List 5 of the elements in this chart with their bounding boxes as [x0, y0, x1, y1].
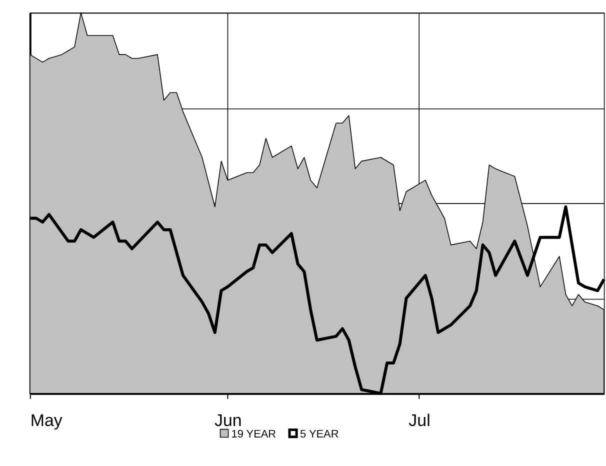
x-tick-label: May: [30, 410, 63, 430]
x-tick-label: Jun: [214, 410, 242, 430]
legend-label: 5 YEAR: [300, 428, 339, 440]
legend-label: 19 YEAR: [231, 428, 276, 440]
x-tick-label: Jul: [408, 410, 430, 430]
